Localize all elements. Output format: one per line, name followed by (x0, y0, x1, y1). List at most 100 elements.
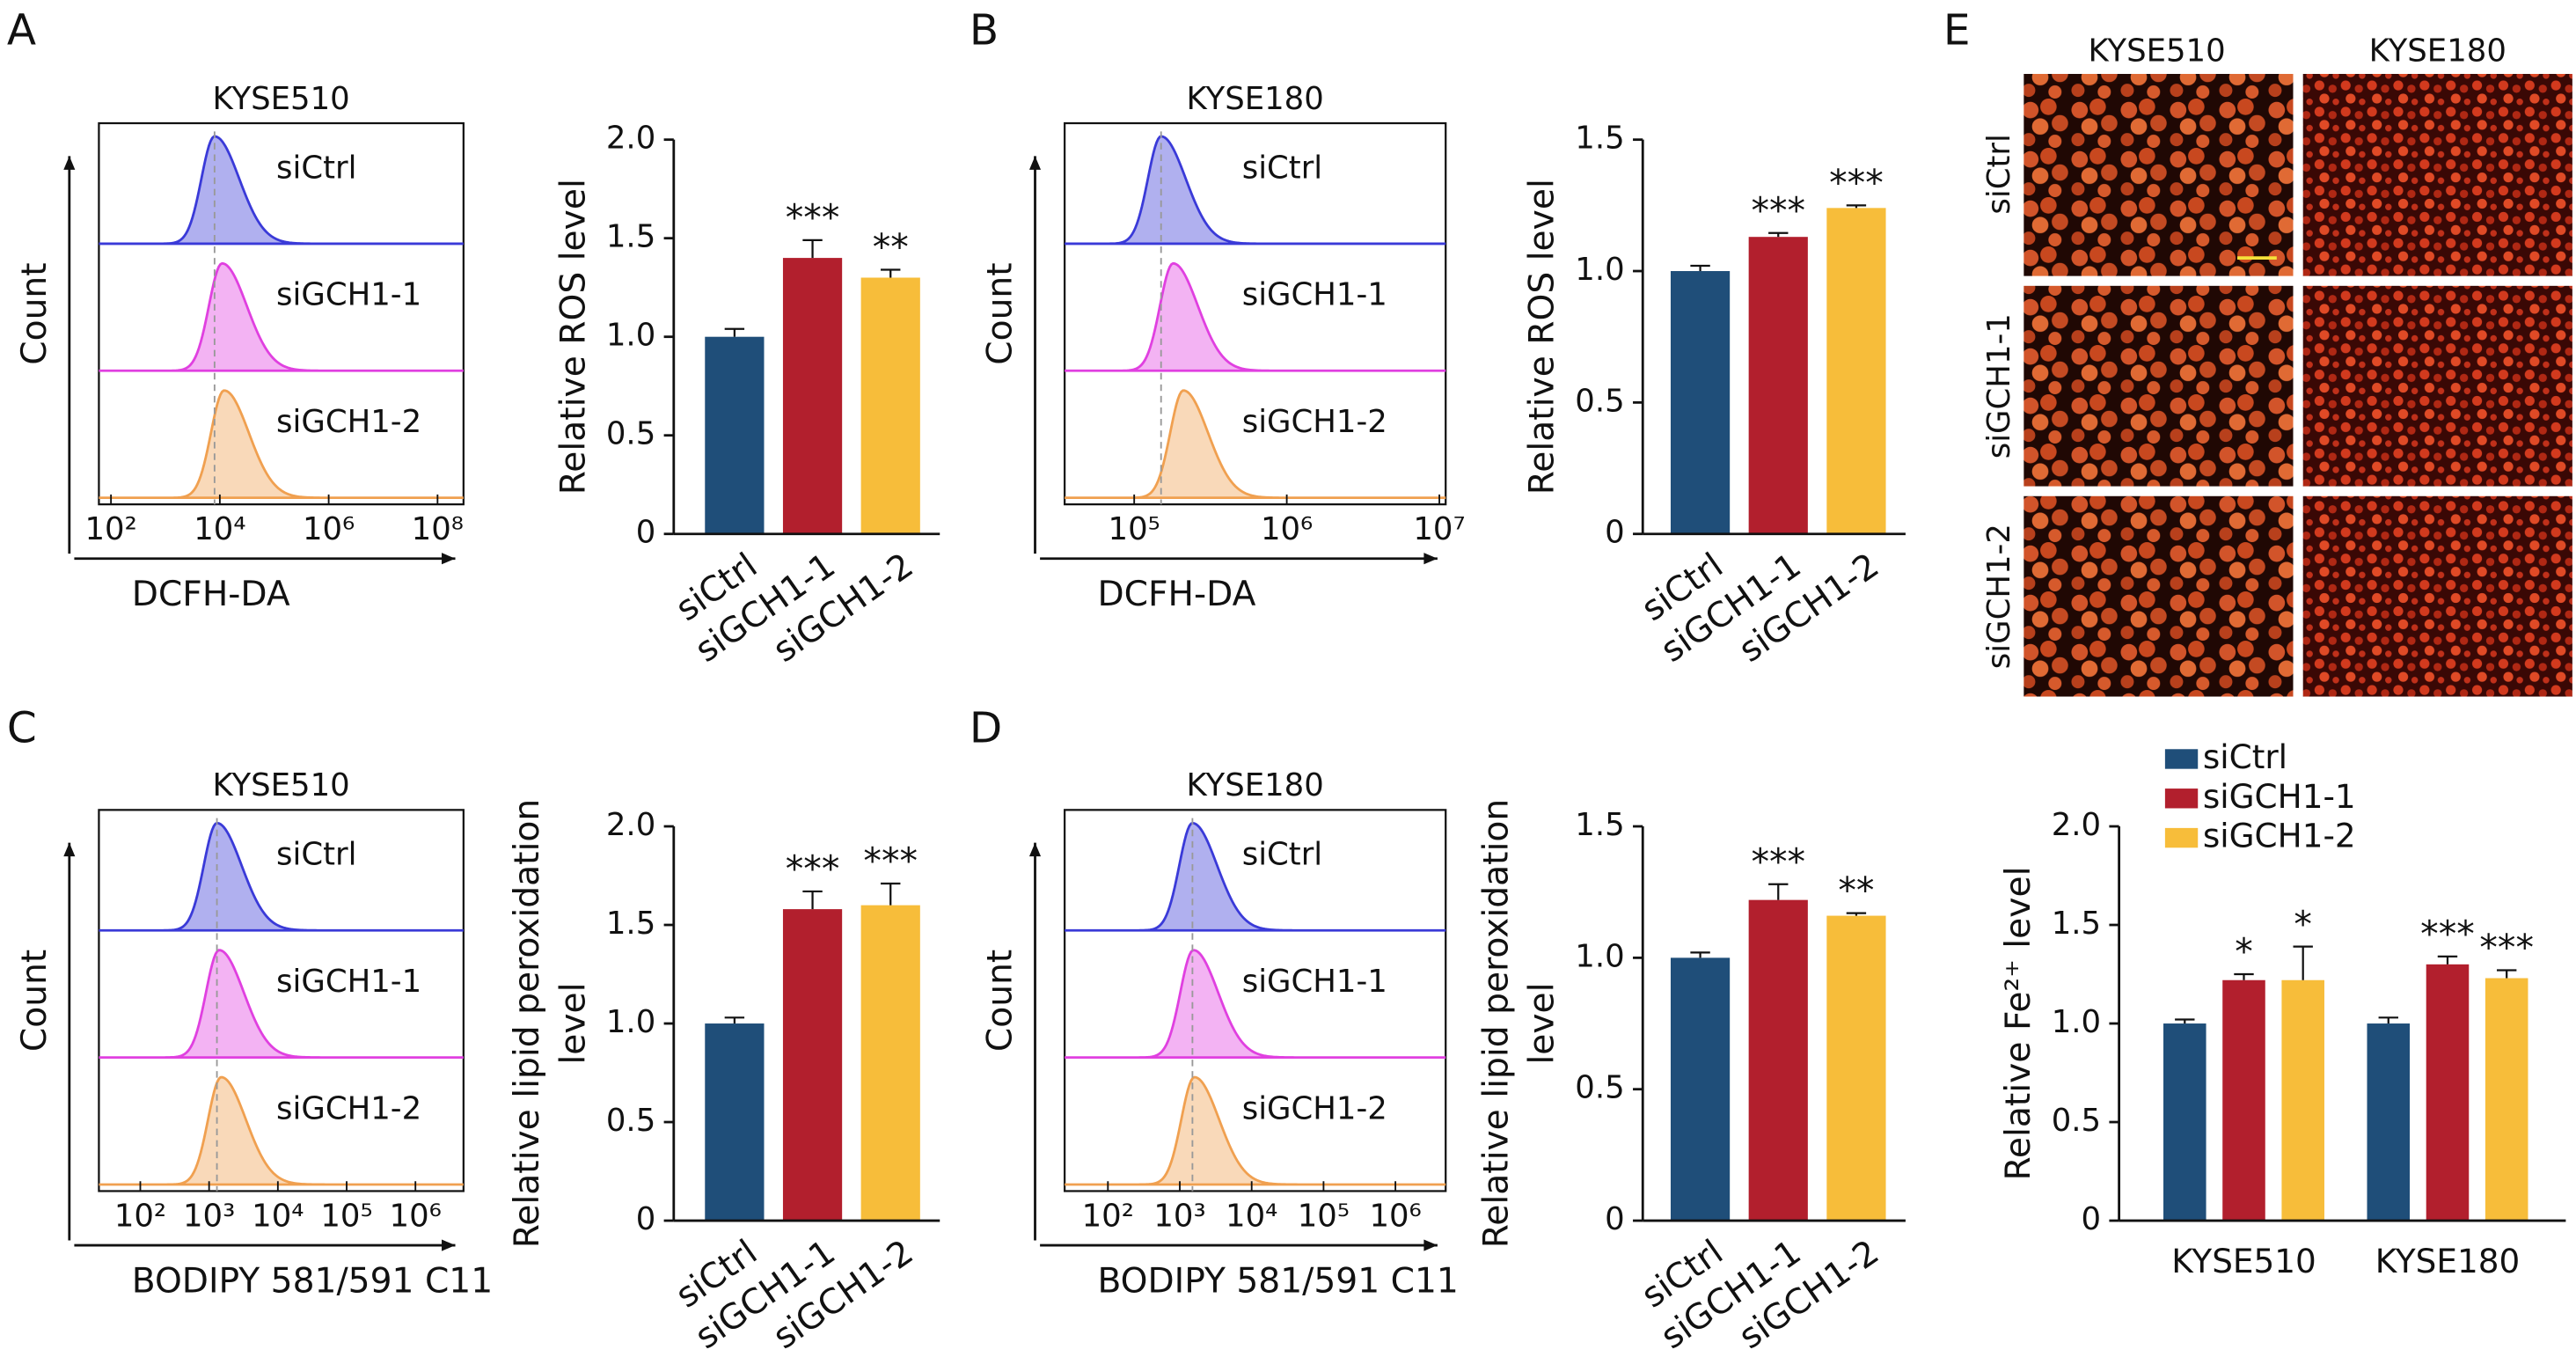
plot-frame (1063, 121, 1447, 506)
significance: ** (873, 226, 909, 268)
x-tick-label: 10⁵ (1298, 1198, 1350, 1234)
y-tick-label: 0.5 (1575, 383, 1624, 419)
histogram-fill (1065, 389, 1446, 500)
bar (1748, 237, 1808, 534)
x-tick-label: 10² (84, 511, 136, 547)
histogram-fill (1065, 261, 1446, 372)
significance: * (2294, 903, 2312, 945)
plot-frame (98, 809, 465, 1192)
y-tick-label: 1.5 (606, 219, 655, 255)
bar (2367, 1023, 2411, 1221)
y-tick-label: 0 (2082, 1201, 2102, 1237)
legend-label: siGCH1-2 (2203, 817, 2356, 855)
bar (1670, 271, 1731, 534)
x-tick-label: 10⁶ (1369, 1198, 1421, 1234)
plot-frame (98, 121, 465, 506)
legend-label: siCtrl (2203, 737, 2287, 776)
histogram-fill (1065, 949, 1446, 1060)
bar (782, 909, 843, 1221)
y-axis-label: Relative lipid peroxidation (1476, 799, 1516, 1248)
histogram-fill (1065, 821, 1446, 932)
significance: *** (1829, 162, 1884, 204)
axis-arrow (442, 553, 456, 565)
axis-arrow (63, 842, 76, 857)
series-label: siGCH1-1 (1242, 277, 1387, 313)
image-grid: KYSE510 KYSE180 siCtrl siGCH1-1 siGCH1-2 (1981, 33, 2572, 697)
axis-arrow (1028, 842, 1042, 857)
micrograph (2302, 285, 2572, 487)
x-tick-label: 10³ (1153, 1198, 1205, 1234)
y-tick-label: 0.5 (606, 1103, 655, 1139)
histogram-fill (99, 261, 464, 372)
series-label: siGCH1-2 (276, 1090, 421, 1126)
y-axis-label: Count (981, 950, 1021, 1052)
panel-label: C (7, 704, 37, 753)
x-axis-label: DCFH-DA (1097, 575, 1255, 614)
bar (860, 277, 920, 534)
row-label: siGCH1-2 (1981, 524, 2017, 669)
micrograph (2302, 495, 2572, 697)
y-axis-label: level (1523, 982, 1562, 1064)
column-label: KYSE510 (2088, 33, 2225, 70)
panel-label: D (970, 704, 1002, 753)
series-label: siCtrl (276, 837, 356, 873)
micrograph (2023, 495, 2294, 697)
series-label: siGCH1-1 (276, 964, 421, 1000)
y-tick-label: 1.5 (606, 906, 655, 942)
y-axis-label: Count (15, 950, 55, 1052)
y-tick-label: 1.0 (606, 1004, 655, 1040)
x-axis-label: BODIPY 581/591 C11 (1097, 1261, 1458, 1301)
y-tick-label: 1.0 (1575, 938, 1624, 974)
series-label: siCtrl (1242, 150, 1322, 186)
y-tick-label: 0 (636, 515, 656, 551)
y-tick-label: 0 (1605, 515, 1625, 551)
x-tick-label: KYSE510 (2171, 1242, 2316, 1280)
panel-label: E (1943, 5, 1971, 55)
significance: ** (1838, 869, 1874, 912)
bar (705, 336, 765, 534)
chart-title: KYSE510 (213, 81, 350, 117)
y-tick-label: 1.5 (1575, 807, 1624, 843)
significance: *** (2479, 927, 2534, 969)
bar (2426, 964, 2470, 1221)
x-tick-label: 10⁸ (412, 511, 464, 547)
y-axis-label: level (553, 982, 593, 1064)
y-tick-label: 1.0 (1575, 252, 1624, 288)
x-tick-label: KYSE180 (2375, 1242, 2520, 1280)
bar (860, 905, 920, 1221)
bar (1826, 915, 1886, 1221)
panel-label: A (7, 5, 36, 55)
row-label: siCtrl (1981, 134, 2017, 214)
histogram-fill (1065, 1075, 1446, 1186)
bar (2222, 979, 2265, 1221)
histogram-fill (99, 1075, 464, 1186)
significance: *** (1751, 189, 1805, 231)
significance: *** (2420, 913, 2475, 955)
x-tick-label: 10⁴ (194, 511, 245, 547)
significance: *** (1751, 840, 1805, 883)
y-tick-label: 0.5 (606, 416, 655, 452)
y-tick-label: 0.5 (2052, 1103, 2101, 1139)
chart-title: KYSE180 (1187, 767, 1324, 803)
legend-label: siGCH1-1 (2203, 777, 2356, 816)
x-tick-label: 10⁷ (1413, 511, 1465, 547)
histogram-fill (1065, 135, 1446, 246)
series-label: siCtrl (276, 150, 356, 186)
y-axis-label: Relative lipid peroxidation (508, 799, 547, 1248)
x-tick-label: 10² (114, 1198, 166, 1234)
plot-frame (1063, 809, 1447, 1192)
significance: *** (786, 848, 840, 891)
series-label: siGCH1-1 (276, 277, 421, 313)
bar (1748, 899, 1808, 1221)
axis-arrow (1423, 1239, 1438, 1251)
bar (2281, 979, 2324, 1221)
x-axis-label: BODIPY 581/591 C11 (132, 1261, 493, 1301)
y-axis-label: Relative Fe²⁺ level (1999, 867, 2038, 1181)
y-axis-label: Relative ROS level (553, 179, 593, 495)
legend-swatch (2164, 789, 2199, 809)
x-tick-label: 10⁵ (320, 1198, 372, 1234)
y-tick-label: 0.5 (1575, 1070, 1624, 1106)
bar (1670, 957, 1731, 1221)
legend-swatch (2164, 749, 2199, 769)
x-tick-label: 10³ (183, 1198, 235, 1234)
